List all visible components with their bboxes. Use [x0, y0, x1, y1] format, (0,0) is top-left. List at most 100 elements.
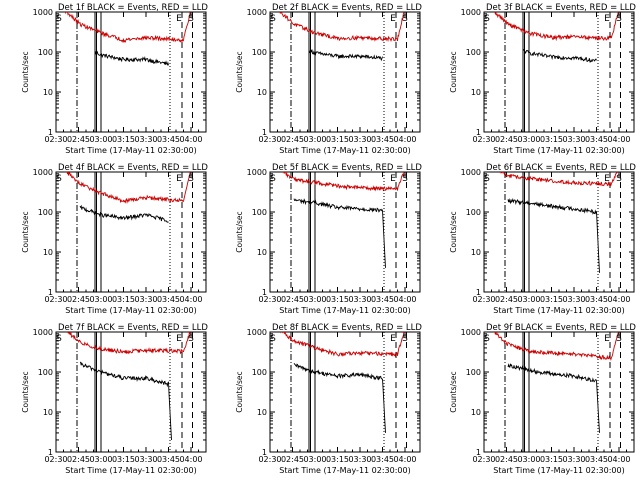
series-events-line	[507, 197, 600, 273]
chart-panel-2: Det 2f BLACK = Events, RED = LLD 1 10 100 10…	[235, 3, 422, 155]
x-tick-label: 03:00	[303, 135, 326, 144]
series-lld-line	[63, 172, 191, 204]
x-tick-label: 03:15	[326, 455, 349, 464]
chart-panel-8: Det 8f BLACK = Events, RED = LLD 1 10 100 10…	[235, 323, 422, 475]
chart-title: Det 3f BLACK = Events, RED = LLD	[486, 3, 636, 13]
x-tick-label: 02:30	[472, 135, 495, 144]
marker-letter: S	[402, 174, 408, 184]
x-axis-label: Start Time (17-May-11 02:30:00)	[279, 306, 410, 315]
y-tick-label: 100	[252, 368, 267, 377]
y-tick-label: 10	[471, 88, 481, 97]
x-tick-label: 04:00	[179, 295, 202, 304]
chart-title: Det 5f BLACK = Events, RED = LLD	[272, 163, 422, 173]
marker-letter: S	[56, 174, 62, 184]
y-tick-label: 10	[257, 88, 267, 97]
x-tick-label: 02:45	[67, 295, 90, 304]
marker-letter: S	[270, 334, 276, 344]
x-tick-label: 03:15	[326, 135, 349, 144]
x-tick-label: 03:00	[89, 295, 112, 304]
marker-letter: E	[176, 174, 182, 184]
x-tick-label: 03:30	[348, 135, 371, 144]
plot-area	[494, 12, 621, 132]
x-tick-label: 02:45	[67, 455, 90, 464]
x-tick-label: 03:15	[326, 295, 349, 304]
marker-letter: S	[484, 14, 490, 24]
x-axis-label: Start Time (17-May-11 02:30:00)	[493, 306, 624, 315]
x-tick-label: 04:00	[607, 295, 630, 304]
chart-title: Det 6f BLACK = Events, RED = LLD	[486, 163, 636, 173]
series-lld-line	[493, 332, 619, 361]
x-tick-label: 03:30	[134, 295, 157, 304]
y-axis-label: Counts/sec	[21, 371, 30, 412]
series-lld-line	[280, 172, 405, 192]
x-tick-label: 02:30	[44, 135, 67, 144]
marker-letter: S	[56, 14, 62, 24]
y-tick-label: 1000	[247, 328, 267, 337]
x-tick-label: 03:15	[540, 135, 563, 144]
x-axis-label: Start Time (17-May-11 02:30:00)	[65, 146, 196, 155]
y-tick-label: 10	[257, 408, 267, 417]
x-tick-label: 03:30	[134, 135, 157, 144]
chart-title: Det 9f BLACK = Events, RED = LLD	[486, 323, 636, 333]
y-tick-label: 10	[471, 248, 481, 257]
x-tick-label: 02:30	[258, 455, 281, 464]
y-tick-label: 10	[257, 248, 267, 257]
plot-area	[279, 12, 407, 132]
y-tick-label: 100	[466, 208, 481, 217]
y-tick-label: 10	[43, 408, 53, 417]
x-tick-label: 02:30	[472, 295, 495, 304]
y-tick-label: 1	[48, 288, 53, 297]
y-axis-label: Counts/sec	[235, 51, 244, 92]
x-tick-label: 03:45	[585, 135, 608, 144]
series-lld-line	[63, 332, 191, 355]
marker-letter: S	[188, 14, 194, 24]
x-tick-label: 03:30	[134, 455, 157, 464]
x-axis-label: Start Time (17-May-11 02:30:00)	[65, 306, 196, 315]
x-tick-label: 04:00	[393, 295, 416, 304]
x-tick-label: 03:30	[562, 455, 585, 464]
y-tick-label: 100	[466, 368, 481, 377]
x-tick-label: 03:00	[89, 455, 112, 464]
plot-area	[64, 12, 193, 132]
marker-letter: E	[604, 14, 610, 24]
x-tick-label: 02:45	[281, 135, 304, 144]
series-events-line	[94, 50, 169, 66]
x-tick-label: 03:45	[371, 135, 394, 144]
x-axis-label: Start Time (17-May-11 02:30:00)	[65, 466, 196, 475]
y-tick-label: 1000	[247, 8, 267, 17]
x-tick-label: 04:00	[179, 135, 202, 144]
x-tick-label: 03:15	[112, 455, 135, 464]
series-lld-line	[279, 12, 405, 43]
x-tick-label: 03:30	[562, 295, 585, 304]
x-tick-label: 02:45	[495, 135, 518, 144]
y-axis-label: Counts/sec	[449, 371, 458, 412]
marker-letter: S	[484, 174, 490, 184]
series-events-line	[79, 361, 172, 441]
x-tick-label: 02:45	[281, 295, 304, 304]
y-tick-label: 1	[262, 288, 267, 297]
marker-letter: S	[56, 334, 62, 344]
y-tick-label: 10	[43, 248, 53, 257]
x-tick-label: 02:30	[44, 455, 67, 464]
x-axis-label: Start Time (17-May-11 02:30:00)	[279, 146, 410, 155]
x-tick-label: 03:30	[562, 135, 585, 144]
chart-title: Det 2f BLACK = Events, RED = LLD	[272, 3, 422, 13]
y-tick-label: 1000	[461, 328, 481, 337]
x-tick-label: 03:00	[517, 455, 540, 464]
y-tick-label: 10	[43, 88, 53, 97]
y-tick-label: 10	[471, 408, 481, 417]
x-tick-label: 03:45	[157, 455, 180, 464]
y-axis-label: Counts/sec	[449, 51, 458, 92]
y-tick-label: 1	[262, 448, 267, 457]
y-axis-label: Counts/sec	[21, 51, 30, 92]
y-axis-label: Counts/sec	[21, 211, 30, 252]
y-tick-label: 100	[466, 48, 481, 57]
series-events-line	[308, 48, 383, 62]
x-tick-label: 03:00	[517, 295, 540, 304]
y-tick-label: 1	[48, 448, 53, 457]
y-tick-label: 1	[262, 128, 267, 137]
x-tick-label: 03:45	[585, 455, 608, 464]
chart-title: Det 1f BLACK = Events, RED = LLD	[58, 3, 208, 13]
x-tick-label: 03:00	[303, 455, 326, 464]
